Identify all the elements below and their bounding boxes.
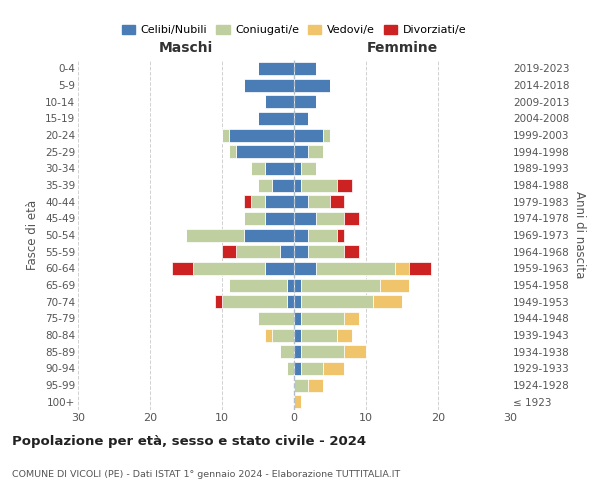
Bar [294, 395, 301, 408]
Bar [294, 145, 308, 158]
Legend: Celibi/Nubili, Coniugati/e, Vedovi/e, Divorziati/e: Celibi/Nubili, Coniugati/e, Vedovi/e, Di… [118, 20, 470, 40]
Bar [395, 262, 409, 275]
Bar [244, 195, 251, 208]
Bar [308, 228, 337, 241]
Bar [280, 245, 294, 258]
Y-axis label: Fasce di età: Fasce di età [26, 200, 40, 270]
Bar [373, 295, 402, 308]
Bar [172, 262, 193, 275]
Bar [265, 212, 294, 225]
Bar [272, 328, 294, 342]
Bar [337, 328, 352, 342]
Bar [301, 295, 373, 308]
Bar [294, 95, 316, 108]
Bar [344, 345, 366, 358]
Bar [244, 212, 265, 225]
Bar [294, 78, 330, 92]
Bar [294, 278, 301, 291]
Bar [265, 195, 294, 208]
Bar [380, 278, 409, 291]
Bar [301, 345, 344, 358]
Bar [244, 228, 294, 241]
Bar [186, 228, 244, 241]
Bar [308, 195, 330, 208]
Bar [287, 362, 294, 375]
Bar [258, 112, 294, 125]
Text: Femmine: Femmine [367, 41, 437, 55]
Bar [301, 328, 337, 342]
Bar [294, 312, 301, 325]
Bar [344, 312, 359, 325]
Bar [294, 345, 301, 358]
Bar [222, 245, 236, 258]
Bar [301, 278, 380, 291]
Bar [258, 62, 294, 75]
Bar [294, 128, 323, 141]
Bar [258, 312, 294, 325]
Bar [323, 362, 344, 375]
Bar [265, 95, 294, 108]
Bar [409, 262, 431, 275]
Bar [344, 212, 359, 225]
Bar [229, 128, 294, 141]
Bar [323, 128, 330, 141]
Bar [222, 128, 229, 141]
Bar [294, 162, 301, 175]
Bar [287, 278, 294, 291]
Bar [294, 245, 308, 258]
Bar [294, 195, 308, 208]
Bar [251, 162, 265, 175]
Bar [215, 295, 222, 308]
Bar [236, 245, 280, 258]
Bar [294, 378, 308, 392]
Bar [316, 262, 395, 275]
Bar [294, 212, 316, 225]
Bar [337, 228, 344, 241]
Bar [294, 362, 301, 375]
Bar [287, 295, 294, 308]
Bar [258, 178, 272, 192]
Bar [301, 362, 323, 375]
Bar [229, 278, 287, 291]
Bar [344, 245, 359, 258]
Bar [280, 345, 294, 358]
Bar [294, 178, 301, 192]
Y-axis label: Anni di nascita: Anni di nascita [573, 192, 586, 278]
Bar [301, 178, 337, 192]
Bar [308, 245, 344, 258]
Bar [244, 78, 294, 92]
Bar [294, 262, 316, 275]
Bar [222, 295, 287, 308]
Bar [294, 328, 301, 342]
Bar [316, 212, 344, 225]
Text: Popolazione per età, sesso e stato civile - 2024: Popolazione per età, sesso e stato civil… [12, 435, 366, 448]
Bar [330, 195, 344, 208]
Bar [294, 228, 308, 241]
Bar [265, 328, 272, 342]
Bar [236, 145, 294, 158]
Bar [301, 312, 344, 325]
Bar [308, 378, 323, 392]
Bar [251, 195, 265, 208]
Bar [294, 112, 308, 125]
Bar [294, 62, 316, 75]
Bar [272, 178, 294, 192]
Text: Maschi: Maschi [159, 41, 213, 55]
Bar [229, 145, 236, 158]
Bar [301, 162, 316, 175]
Bar [265, 262, 294, 275]
Bar [308, 145, 323, 158]
Bar [337, 178, 352, 192]
Bar [265, 162, 294, 175]
Bar [294, 295, 301, 308]
Bar [193, 262, 265, 275]
Text: COMUNE DI VICOLI (PE) - Dati ISTAT 1° gennaio 2024 - Elaborazione TUTTITALIA.IT: COMUNE DI VICOLI (PE) - Dati ISTAT 1° ge… [12, 470, 400, 479]
